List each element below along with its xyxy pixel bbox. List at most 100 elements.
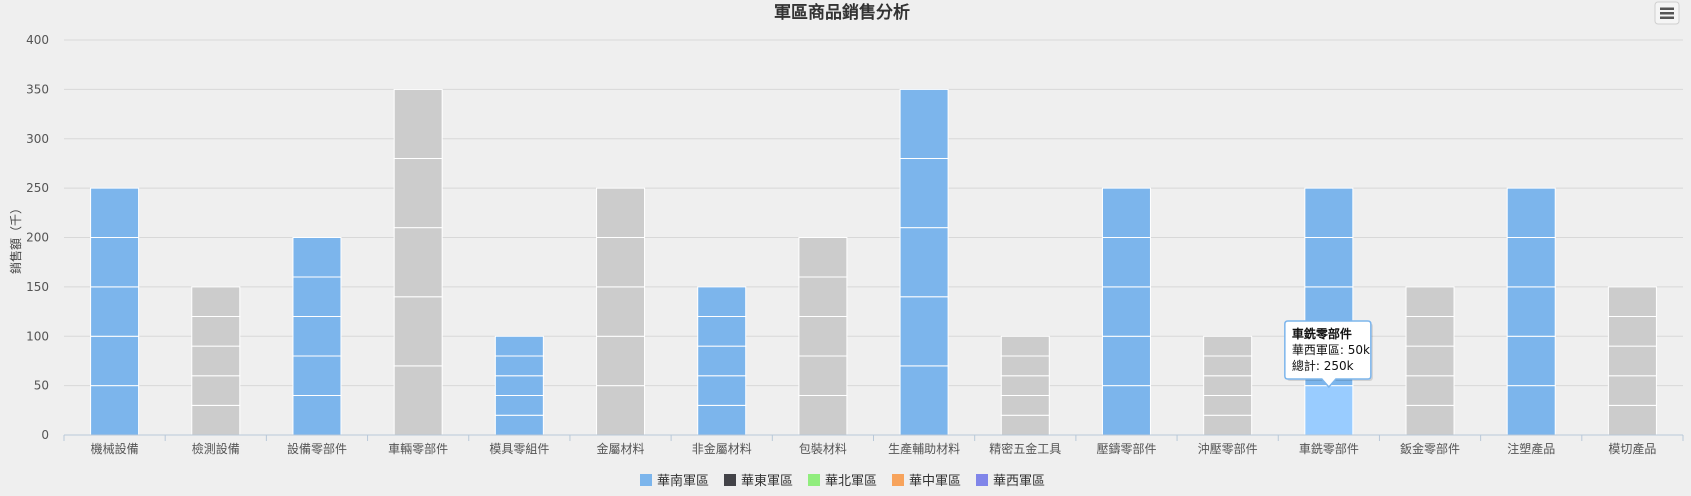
bar-segment[interactable] [1203,335,1253,357]
bar-segment[interactable] [1607,345,1657,377]
bar-segment[interactable] [596,187,646,238]
bar-segment[interactable] [798,316,848,357]
bar-segment[interactable] [393,158,443,229]
bar-segment[interactable] [1405,345,1455,377]
bar-segment[interactable] [697,286,747,317]
legend-label[interactable]: 華南軍區 [657,473,709,489]
bar-segment[interactable] [393,88,443,159]
bar-segment[interactable] [494,395,544,416]
legend-swatch[interactable] [976,474,988,486]
bar-segment[interactable] [1000,335,1050,357]
bar-segment[interactable] [90,335,140,387]
bar[interactable] [393,88,443,436]
bar[interactable] [1405,286,1455,436]
bar-segment[interactable] [596,237,646,288]
bar-segment[interactable] [1203,355,1253,377]
bar-segment[interactable] [1304,385,1354,436]
bar-segment[interactable] [292,395,342,436]
bar-segment[interactable] [798,355,848,396]
bar-segment[interactable] [596,385,646,436]
legend-label[interactable]: 華西軍區 [993,474,1045,489]
bar-segment[interactable] [596,335,646,387]
bar[interactable] [1304,187,1354,436]
legend-swatch[interactable] [892,474,904,486]
bar-segment[interactable] [90,187,140,238]
bar-segment[interactable] [393,227,443,298]
legend-item[interactable]: 華東軍區 [724,473,793,489]
bar[interactable] [899,88,949,436]
bar-segment[interactable] [1101,237,1151,288]
bar-segment[interactable] [1405,286,1455,317]
bar-segment[interactable] [1506,335,1556,387]
bar-segment[interactable] [697,375,747,406]
bar-segment[interactable] [1101,385,1151,436]
legend-swatch[interactable] [724,474,736,486]
bar-segment[interactable] [292,237,342,278]
bar-segment[interactable] [1405,375,1455,406]
bar-segment[interactable] [1607,286,1657,317]
bar[interactable] [90,187,140,436]
bar[interactable] [798,237,848,436]
bar-segment[interactable] [1203,395,1253,416]
bar-segment[interactable] [494,355,544,377]
bar[interactable] [494,335,544,436]
bar-segment[interactable] [1405,404,1455,436]
bar-segment[interactable] [899,365,949,436]
bar-segment[interactable] [191,316,241,347]
bar-segment[interactable] [1203,375,1253,396]
bar-segment[interactable] [191,375,241,406]
bar-segment[interactable] [494,414,544,436]
bar-segment[interactable] [1405,316,1455,347]
bar-segment[interactable] [899,227,949,298]
bar[interactable] [1607,286,1657,436]
bar-segment[interactable] [1000,414,1050,436]
legend-item[interactable]: 華西軍區 [976,474,1045,489]
bar-segment[interactable] [191,286,241,317]
bar[interactable] [1203,335,1253,436]
bar-segment[interactable] [899,88,949,159]
legend-label[interactable]: 華北軍區 [825,474,877,489]
bar-segment[interactable] [90,385,140,436]
legend-item[interactable]: 華中軍區 [892,474,961,489]
bar-segment[interactable] [1101,286,1151,337]
bar-segment[interactable] [697,404,747,436]
bar-segment[interactable] [191,404,241,436]
bar-segment[interactable] [1000,375,1050,396]
bar-segment[interactable] [393,296,443,367]
bar-segment[interactable] [798,237,848,278]
bar-segment[interactable] [1607,404,1657,436]
legend-swatch[interactable] [808,474,820,486]
bar-segment[interactable] [494,335,544,357]
bar[interactable] [697,286,747,436]
bar-segment[interactable] [697,316,747,347]
bar-segment[interactable] [292,316,342,357]
bar-segment[interactable] [1000,395,1050,416]
bar-segment[interactable] [1101,335,1151,387]
bar-segment[interactable] [1304,237,1354,288]
bar-segment[interactable] [494,375,544,396]
bar-segment[interactable] [798,395,848,436]
bar-segment[interactable] [1506,286,1556,337]
legend-item[interactable]: 華南軍區 [640,473,709,489]
bar[interactable] [191,286,241,436]
bar-segment[interactable] [596,286,646,337]
bar-segment[interactable] [292,276,342,317]
bar-segment[interactable] [899,158,949,229]
bar-segment[interactable] [90,286,140,337]
bar-segment[interactable] [191,345,241,377]
bar-segment[interactable] [1000,355,1050,377]
legend-label[interactable]: 華東軍區 [741,473,793,489]
bar-segment[interactable] [1203,414,1253,436]
bar[interactable] [1506,187,1556,436]
bar-segment[interactable] [1506,187,1556,238]
bar-segment[interactable] [798,276,848,317]
bar-segment[interactable] [1304,187,1354,238]
legend-item[interactable]: 華北軍區 [808,474,877,489]
bar[interactable] [292,237,342,436]
bar-segment[interactable] [1506,385,1556,436]
bar-segment[interactable] [1607,375,1657,406]
bar-segment[interactable] [1607,316,1657,347]
bar-segment[interactable] [1101,187,1151,238]
chart-menu-button[interactable] [1654,1,1680,25]
bar-segment[interactable] [393,365,443,436]
